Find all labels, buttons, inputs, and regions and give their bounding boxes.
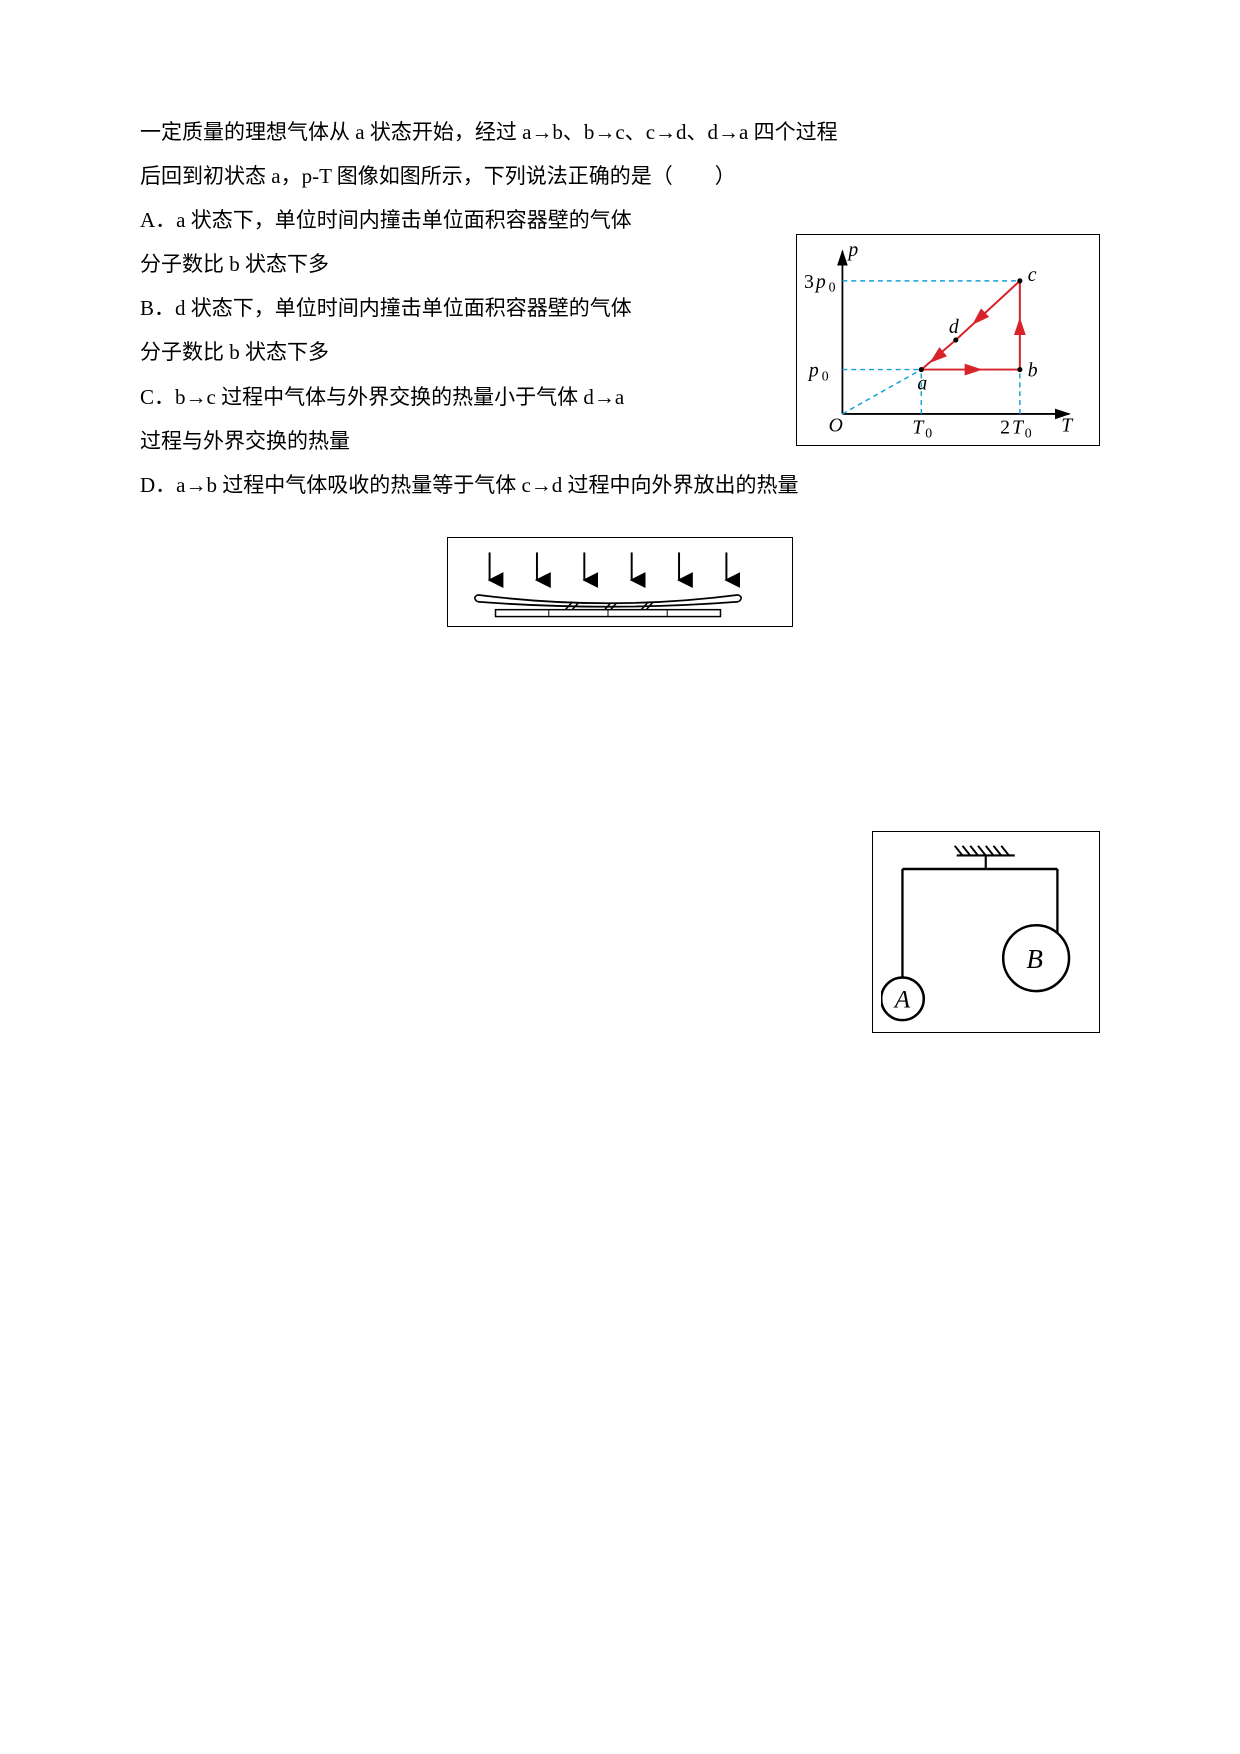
q10-figure-svg: A B bbox=[881, 840, 1075, 1024]
q8-option-d: D．a→b 过程中气体吸收的热量等于气体 c→d 过程中向外界放出的热量 bbox=[140, 463, 1100, 507]
q8-x-axis-label: T bbox=[1061, 415, 1074, 437]
q8-options: A．a 状态下，单位时间内撞击单位面积容器壁的气体 分子数比 b 状态下多 B．… bbox=[140, 198, 786, 463]
q8-stem-line1: 一定质量的理想气体从 a 状态开始，经过 a→b、b→c、c→d、d→a 四个过… bbox=[140, 110, 1100, 154]
q10-figure: A B bbox=[872, 831, 1100, 1033]
q8-origin: O bbox=[829, 415, 843, 437]
q8-option-c-line2: 过程与外界交换的热量 bbox=[140, 419, 786, 463]
svg-text:b: b bbox=[1028, 360, 1038, 382]
q8-y-axis-label: p bbox=[846, 241, 858, 261]
q9-figure-svg bbox=[460, 550, 756, 620]
q8-stem-line2: 后回到初状态 a，p-T 图像如图所示，下列说法正确的是（ ） bbox=[140, 154, 1100, 198]
svg-text:a: a bbox=[917, 372, 927, 394]
svg-text:0: 0 bbox=[829, 280, 836, 295]
question-9 bbox=[140, 537, 1100, 797]
q8-body: A．a 状态下，单位时间内撞击单位面积容器壁的气体 分子数比 b 状态下多 B．… bbox=[140, 198, 1100, 463]
svg-text:T: T bbox=[1012, 417, 1025, 439]
svg-text:T: T bbox=[912, 417, 925, 439]
q8-graph: p T O p 0 3 p 0 T 0 2 T 0 a b c d bbox=[796, 234, 1100, 446]
svg-text:0: 0 bbox=[1025, 426, 1032, 439]
q8-graph-svg: p T O p 0 3 p 0 T 0 2 T 0 a b c d bbox=[803, 241, 1079, 439]
svg-text:p: p bbox=[807, 360, 819, 382]
svg-text:3: 3 bbox=[804, 271, 814, 293]
q8-option-c-line1: C．b→c 过程中气体与外界交换的热量小于气体 d→a bbox=[140, 375, 786, 419]
svg-text:0: 0 bbox=[925, 426, 932, 439]
question-10: A B bbox=[140, 827, 1100, 1067]
q10-label-a: A bbox=[893, 986, 911, 1013]
svg-text:c: c bbox=[1028, 264, 1037, 286]
q8-stem-line2-text: 后回到初状态 a，p-T 图像如图所示，下列说法正确的是（ ） bbox=[140, 164, 736, 188]
svg-text:d: d bbox=[949, 316, 959, 338]
q8-option-a-line2: 分子数比 b 状态下多 bbox=[140, 242, 786, 286]
q8-option-b-line1: B．d 状态下，单位时间内撞击单位面积容器壁的气体 bbox=[140, 286, 786, 330]
q10-label-b: B bbox=[1026, 944, 1043, 974]
svg-text:p: p bbox=[814, 271, 826, 293]
svg-text:2: 2 bbox=[1000, 417, 1010, 439]
question-8: 一定质量的理想气体从 a 状态开始，经过 a→b、b→c、c→d、d→a 四个过… bbox=[140, 110, 1100, 507]
svg-text:0: 0 bbox=[822, 369, 829, 384]
q8-option-a-line1: A．a 状态下，单位时间内撞击单位面积容器壁的气体 bbox=[140, 198, 786, 242]
q8-option-b-line2: 分子数比 b 状态下多 bbox=[140, 330, 786, 374]
q9-figure bbox=[447, 537, 793, 627]
